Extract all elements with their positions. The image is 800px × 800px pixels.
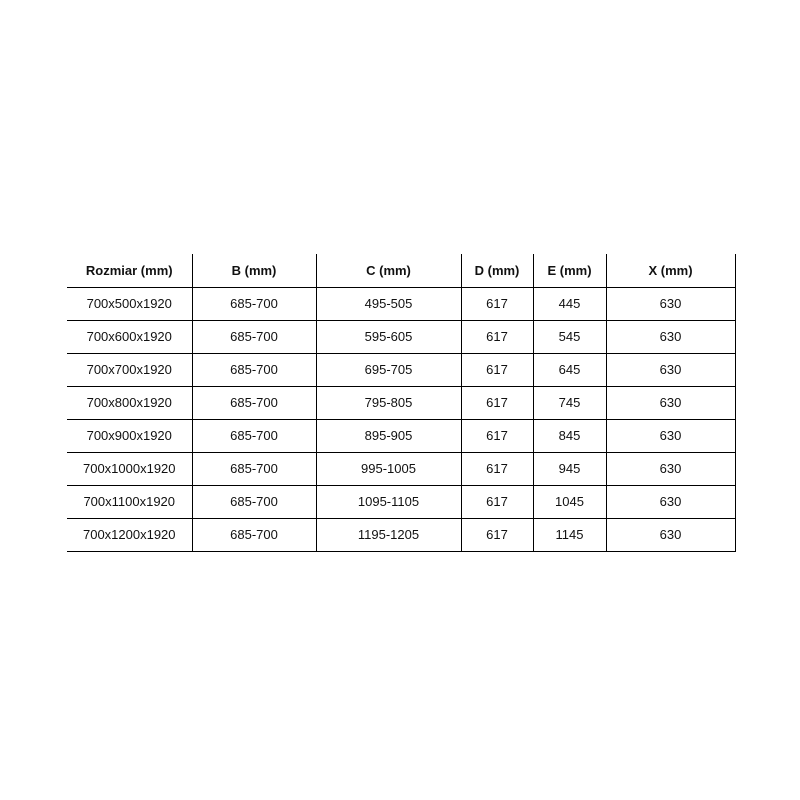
cell-e: 845 — [533, 419, 607, 453]
cell-x: 630 — [606, 485, 736, 519]
cell-x: 630 — [606, 518, 736, 552]
column-header-b: B (mm) — [192, 254, 317, 288]
cell-c: 795-805 — [316, 386, 462, 420]
table-row: 700x900x1920 685-700 895-905 617 845 630 — [67, 419, 736, 453]
cell-b: 685-700 — [192, 287, 317, 321]
dimensions-table: Rozmiar (mm) B (mm) C (mm) D (mm) E (mm)… — [67, 254, 736, 552]
cell-e: 545 — [533, 320, 607, 354]
cell-c: 695-705 — [316, 353, 462, 387]
table-row: 700x1100x1920 685-700 1095-1105 617 1045… — [67, 485, 736, 519]
cell-b: 685-700 — [192, 320, 317, 354]
cell-d: 617 — [461, 320, 534, 354]
column-header-x: X (mm) — [606, 254, 736, 288]
dimensions-table-container: Rozmiar (mm) B (mm) C (mm) D (mm) E (mm)… — [67, 254, 736, 552]
cell-d: 617 — [461, 353, 534, 387]
cell-b: 685-700 — [192, 485, 317, 519]
cell-x: 630 — [606, 419, 736, 453]
cell-x: 630 — [606, 320, 736, 354]
cell-b: 685-700 — [192, 353, 317, 387]
cell-x: 630 — [606, 452, 736, 486]
cell-size: 700x600x1920 — [67, 320, 193, 354]
cell-x: 630 — [606, 287, 736, 321]
cell-x: 630 — [606, 353, 736, 387]
cell-size: 700x900x1920 — [67, 419, 193, 453]
cell-c: 895-905 — [316, 419, 462, 453]
cell-b: 685-700 — [192, 419, 317, 453]
cell-c: 595-605 — [316, 320, 462, 354]
cell-size: 700x1000x1920 — [67, 452, 193, 486]
cell-size: 700x500x1920 — [67, 287, 193, 321]
cell-e: 945 — [533, 452, 607, 486]
cell-c: 1095-1105 — [316, 485, 462, 519]
cell-c: 995-1005 — [316, 452, 462, 486]
column-header-d: D (mm) — [461, 254, 534, 288]
column-header-c: C (mm) — [316, 254, 462, 288]
cell-b: 685-700 — [192, 386, 317, 420]
cell-e: 645 — [533, 353, 607, 387]
cell-size: 700x800x1920 — [67, 386, 193, 420]
cell-d: 617 — [461, 386, 534, 420]
cell-b: 685-700 — [192, 518, 317, 552]
cell-d: 617 — [461, 518, 534, 552]
table-row: 700x1000x1920 685-700 995-1005 617 945 6… — [67, 452, 736, 486]
cell-e: 1145 — [533, 518, 607, 552]
cell-d: 617 — [461, 287, 534, 321]
column-header-size: Rozmiar (mm) — [67, 254, 193, 288]
cell-e: 1045 — [533, 485, 607, 519]
table-header: Rozmiar (mm) B (mm) C (mm) D (mm) E (mm)… — [67, 254, 736, 288]
cell-d: 617 — [461, 485, 534, 519]
cell-d: 617 — [461, 419, 534, 453]
cell-d: 617 — [461, 452, 534, 486]
table-row: 700x600x1920 685-700 595-605 617 545 630 — [67, 320, 736, 354]
column-header-e: E (mm) — [533, 254, 607, 288]
cell-size: 700x700x1920 — [67, 353, 193, 387]
cell-c: 1195-1205 — [316, 518, 462, 552]
table-row: 700x800x1920 685-700 795-805 617 745 630 — [67, 386, 736, 420]
table-header-row: Rozmiar (mm) B (mm) C (mm) D (mm) E (mm)… — [67, 254, 736, 288]
cell-b: 685-700 — [192, 452, 317, 486]
table-row: 700x700x1920 685-700 695-705 617 645 630 — [67, 353, 736, 387]
cell-e: 445 — [533, 287, 607, 321]
cell-e: 745 — [533, 386, 607, 420]
cell-c: 495-505 — [316, 287, 462, 321]
cell-x: 630 — [606, 386, 736, 420]
table-body: 700x500x1920 685-700 495-505 617 445 630… — [67, 287, 736, 552]
table-row: 700x1200x1920 685-700 1195-1205 617 1145… — [67, 518, 736, 552]
cell-size: 700x1100x1920 — [67, 485, 193, 519]
table-row: 700x500x1920 685-700 495-505 617 445 630 — [67, 287, 736, 321]
cell-size: 700x1200x1920 — [67, 518, 193, 552]
